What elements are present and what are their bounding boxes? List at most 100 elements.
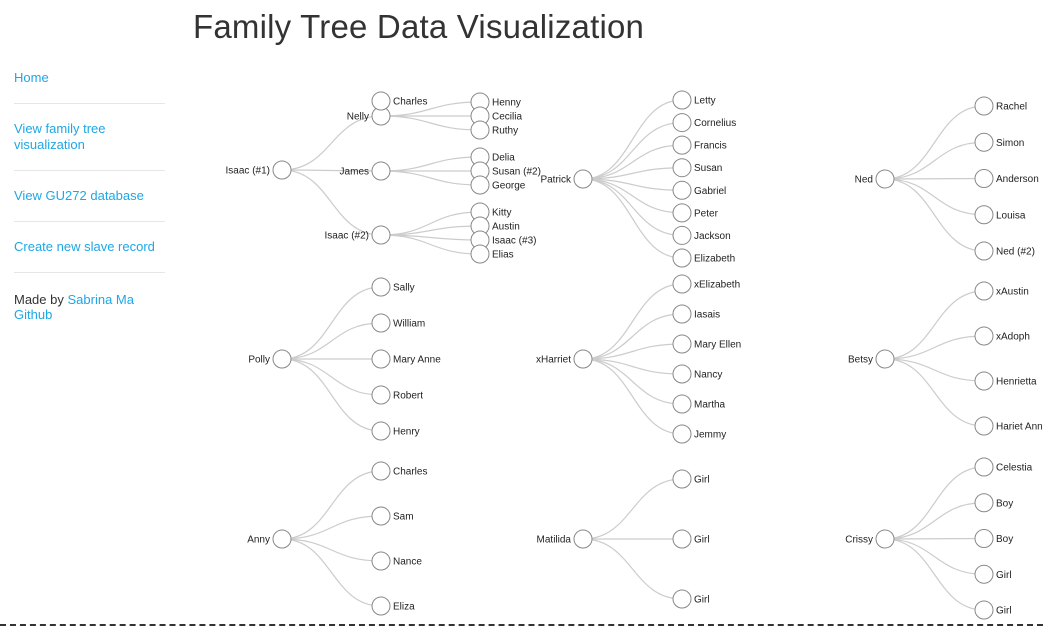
tree-link bbox=[582, 178, 683, 259]
tree-node-label: Girl bbox=[694, 535, 710, 546]
tree-link bbox=[582, 178, 683, 191]
tree-node-label: Jackson bbox=[694, 231, 731, 242]
tree-node[interactable] bbox=[974, 281, 994, 301]
tree-node[interactable] bbox=[573, 349, 593, 369]
tree-node[interactable] bbox=[875, 349, 895, 369]
tree-node[interactable] bbox=[875, 169, 895, 189]
tree-node[interactable] bbox=[974, 529, 994, 548]
tree-node[interactable] bbox=[672, 589, 692, 609]
tree-node[interactable] bbox=[371, 161, 391, 181]
tree-link bbox=[884, 502, 985, 540]
tree-node[interactable] bbox=[974, 564, 994, 584]
tree-node[interactable] bbox=[672, 180, 692, 200]
tree-link bbox=[582, 358, 683, 375]
tree-node-label: Ned (#2) bbox=[996, 247, 1035, 258]
tree-node[interactable] bbox=[470, 244, 490, 264]
tree-node[interactable] bbox=[974, 96, 994, 116]
sidebar-item-create-record[interactable]: Create new slave record bbox=[14, 222, 165, 273]
tree-link bbox=[884, 358, 985, 382]
tree-node[interactable] bbox=[875, 529, 895, 549]
tree-link bbox=[884, 177, 985, 180]
tree-node[interactable] bbox=[974, 493, 994, 513]
tree-node[interactable] bbox=[573, 529, 593, 549]
tree-node[interactable] bbox=[672, 90, 692, 110]
tree-node[interactable] bbox=[371, 421, 391, 441]
tree-node[interactable] bbox=[974, 169, 994, 188]
tree-node-label: Eliza bbox=[393, 602, 415, 613]
tree-node[interactable] bbox=[672, 158, 692, 178]
tree-node[interactable] bbox=[672, 469, 692, 489]
tree-node[interactable] bbox=[371, 596, 391, 616]
tree-node[interactable] bbox=[573, 169, 593, 189]
tree-link bbox=[582, 167, 683, 180]
tree-node-label: Louisa bbox=[996, 210, 1026, 221]
tree-node-label: Susan bbox=[694, 163, 722, 174]
credit-prefix: Made by bbox=[14, 292, 68, 307]
tree-node-label: Isaac (#3) bbox=[492, 236, 536, 247]
author-link[interactable]: Sabrina Ma bbox=[67, 292, 134, 307]
tree-link bbox=[582, 358, 683, 435]
tree-node[interactable] bbox=[672, 113, 692, 133]
tree-node[interactable] bbox=[470, 120, 490, 140]
tree-node[interactable] bbox=[672, 304, 692, 324]
tree-link bbox=[281, 286, 382, 360]
tree-node[interactable] bbox=[371, 461, 391, 481]
tree-node[interactable] bbox=[974, 241, 994, 261]
tree-link bbox=[582, 144, 683, 180]
tree-node[interactable] bbox=[974, 416, 994, 436]
tree-node-label: Hariet Ann bbox=[996, 422, 1043, 433]
tree-node[interactable] bbox=[672, 424, 692, 444]
tree-link bbox=[281, 322, 382, 360]
tree-node[interactable] bbox=[974, 205, 994, 225]
tree-node[interactable] bbox=[672, 394, 692, 414]
tree-node[interactable] bbox=[371, 277, 391, 297]
tree-node[interactable] bbox=[672, 364, 692, 384]
sidebar-item-database[interactable]: View GU272 database bbox=[14, 171, 165, 222]
tree-node[interactable] bbox=[371, 385, 391, 405]
tree-link bbox=[884, 538, 985, 611]
tree-link bbox=[884, 335, 985, 360]
tree-node[interactable] bbox=[272, 349, 292, 369]
tree-node[interactable] bbox=[272, 529, 292, 549]
tree-node-label: Cornelius bbox=[694, 118, 736, 129]
tree-link bbox=[884, 537, 985, 540]
tree-node[interactable] bbox=[672, 529, 692, 549]
github-link[interactable]: Github bbox=[14, 307, 53, 322]
tree-node-label: Cecilia bbox=[492, 112, 522, 123]
tree-node[interactable] bbox=[371, 551, 391, 571]
tree-node[interactable] bbox=[371, 506, 391, 526]
tree-link bbox=[884, 358, 985, 427]
tree-node[interactable] bbox=[974, 132, 994, 152]
sidebar-item-home[interactable]: Home bbox=[14, 63, 165, 104]
tree-node[interactable] bbox=[974, 326, 994, 346]
tree-node[interactable] bbox=[672, 248, 692, 268]
tree-node[interactable] bbox=[371, 91, 391, 111]
tree-node-label: Susan (#2) bbox=[492, 167, 541, 178]
tree-node[interactable] bbox=[371, 313, 391, 333]
tree-node-label: Peter bbox=[694, 208, 719, 219]
tree-node[interactable] bbox=[272, 160, 292, 180]
tree-node[interactable] bbox=[672, 135, 692, 155]
sidebar-item-family-tree[interactable]: View family tree visualization bbox=[14, 104, 165, 171]
tree-node[interactable] bbox=[974, 600, 994, 620]
tree-node-label: Gabriel bbox=[694, 186, 726, 197]
tree-link bbox=[884, 466, 985, 540]
tree-link bbox=[281, 358, 382, 396]
tree-node[interactable] bbox=[371, 225, 391, 245]
tree-node-label: Henry bbox=[393, 427, 420, 438]
tree-node[interactable] bbox=[672, 274, 692, 294]
tree-node[interactable] bbox=[974, 457, 994, 477]
tree-node[interactable] bbox=[672, 203, 692, 223]
tree-link bbox=[380, 156, 481, 172]
tree-node[interactable] bbox=[974, 371, 994, 391]
tree-node-label: James bbox=[340, 167, 369, 178]
tree-node[interactable] bbox=[672, 225, 692, 245]
tree-node[interactable] bbox=[672, 334, 692, 354]
tree-node-label: Henrietta bbox=[996, 377, 1037, 388]
tree-node-label: Martha bbox=[694, 400, 726, 411]
tree-node[interactable] bbox=[371, 349, 391, 369]
tree-link bbox=[884, 538, 985, 575]
tree-node[interactable] bbox=[470, 175, 490, 195]
tree-link bbox=[281, 169, 382, 236]
